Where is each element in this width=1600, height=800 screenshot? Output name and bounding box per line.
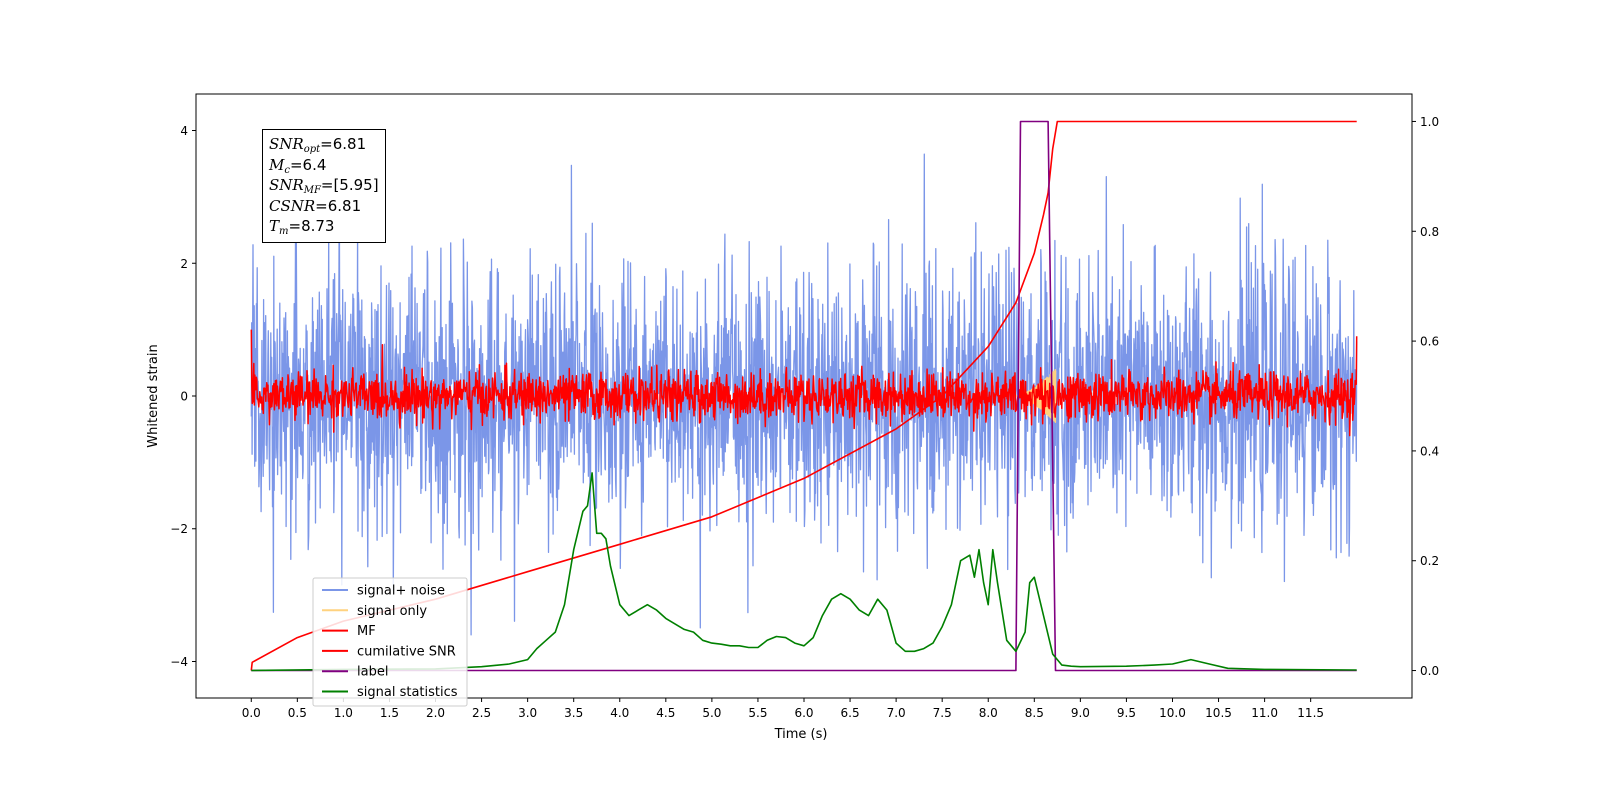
legend-label-signal-statistics: signal statistics (357, 685, 458, 700)
x-tick-label: 9.5 (1117, 706, 1136, 720)
y-axis-label: Whitened strain (146, 344, 161, 447)
y-left-tick-label: 0 (180, 390, 188, 404)
legend-label-cumilative-snr: cumilative SNR (357, 644, 456, 659)
snr-opt-annotation: SNRopt=6.81 (269, 135, 367, 155)
x-tick-label: 6.0 (794, 706, 813, 720)
mc-annotation: Mc=6.4 (269, 155, 327, 176)
y-left-tick-label: −2 (170, 522, 188, 536)
y-right-tick-label: 0.8 (1420, 225, 1439, 239)
x-tick-label: 5.5 (748, 706, 767, 720)
x-tick-label: 10.5 (1205, 706, 1232, 720)
legend: signal+ noise signal only MF cumilative SNR… (312, 577, 468, 707)
x-tick-label: 1.5 (380, 706, 399, 720)
x-tick-label: 8.0 (979, 706, 998, 720)
x-tick-label: 10.0 (1159, 706, 1186, 720)
x-tick-label: 5.0 (702, 706, 721, 720)
y-left-tick-label: −4 (170, 655, 188, 669)
x-tick-label: 4.5 (656, 706, 675, 720)
signal-statistics-line (251, 472, 1357, 672)
y-right-tick-label: 0.0 (1420, 664, 1439, 678)
legend-frame (312, 577, 468, 707)
y-axis-right: 1.0 0.8 0.6 0.4 0.2 0.0 (1412, 115, 1439, 678)
y-right-tick-label: 0.2 (1420, 554, 1439, 568)
x-tick-label: 11.5 (1297, 706, 1324, 720)
mf-line (250, 329, 1358, 437)
csnr-annotation: CSNR=6.81 (269, 196, 362, 215)
x-tick-label: 0.5 (288, 706, 307, 720)
x-tick-label: 6.5 (841, 706, 860, 720)
legend-label-signal-noise: signal+ noise (357, 584, 445, 599)
x-tick-label: 1.0 (334, 706, 353, 720)
legend-label-mf: MF (357, 624, 376, 639)
x-tick-label: 8.5 (1025, 706, 1044, 720)
x-tick-label: 0.0 (242, 706, 261, 720)
x-axis: 0.0 0.5 1.0 1.5 2.0 2.5 3.0 3.5 4.0 4.5 5.0 5.5 6.0 6… (242, 698, 1324, 720)
y-left-tick-label: 2 (180, 257, 188, 271)
x-tick-label: 9.0 (1071, 706, 1090, 720)
x-tick-label: 11.0 (1251, 706, 1278, 720)
y-right-tick-label: 0.6 (1420, 335, 1439, 349)
y-axis-left: 4 2 0 −2 −4 (170, 124, 196, 669)
x-tick-label: 7.0 (887, 706, 906, 720)
x-tick-label: 3.0 (518, 706, 537, 720)
x-axis-label: Time (s) (774, 727, 828, 742)
legend-label-signal-only: signal only (357, 604, 427, 619)
snr-mf-annotation: SNRMF=[5.95] (269, 176, 379, 196)
y-right-tick-label: 1.0 (1420, 115, 1439, 129)
x-tick-label: 7.5 (933, 706, 952, 720)
label-line (251, 120, 1357, 672)
y-right-tick-label: 0.4 (1420, 444, 1439, 458)
legend-label-label: label (357, 665, 388, 680)
x-tick-label: 2.5 (472, 706, 491, 720)
x-tick-label: 4.0 (610, 706, 629, 720)
x-tick-label: 3.5 (564, 706, 583, 720)
x-tick-label: 2.0 (426, 706, 445, 720)
annotation-box: SNRopt=6.81 Mc=6.4 SNRMF=[5.95] CSNR=6.8… (262, 129, 386, 243)
tm-annotation: Tm=8.73 (269, 217, 335, 237)
y-left-tick-label: 4 (180, 124, 188, 138)
